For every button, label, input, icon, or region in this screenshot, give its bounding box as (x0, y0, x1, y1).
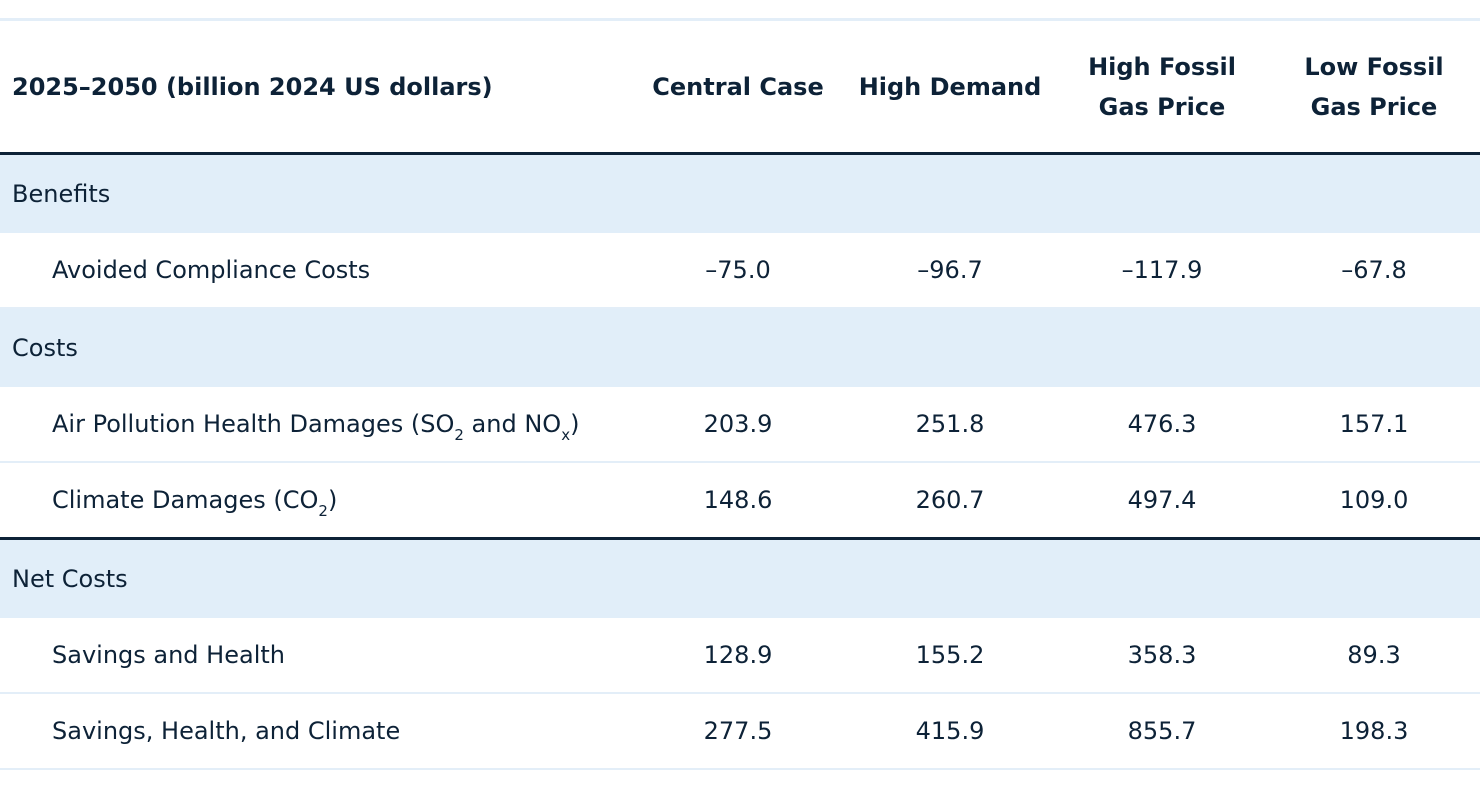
cell-value: 251.8 (844, 387, 1056, 463)
row-label: Savings, Health, and Climate (0, 693, 632, 770)
row-label: Climate Damages (CO2) (0, 462, 632, 540)
label-text: Climate Damages (CO (52, 486, 319, 514)
table-container: 2025–2050 (billion 2024 US dollars) Centr… (0, 18, 1480, 770)
table-body: Benefits Avoided Compliance Costs –75.0 –96… (0, 153, 1480, 770)
data-row: Savings and Health 128.9 155.2 358.3 89.3 (0, 618, 1480, 694)
section-title: Costs (0, 308, 1480, 387)
column-header: High Demand (844, 21, 1056, 155)
header-row: 2025–2050 (billion 2024 US dollars) Centr… (0, 21, 1480, 155)
row-label: Air Pollution Health Damages (SO2 and NO… (0, 387, 632, 463)
data-row: Climate Damages (CO2) 148.6 260.7 497.4 109.… (0, 462, 1480, 540)
label-text: ) (327, 486, 338, 514)
label-text: Air Pollution Health Damages (SO (52, 410, 455, 438)
cost-table: 2025–2050 (billion 2024 US dollars) Centr… (0, 21, 1480, 770)
cell-value: –117.9 (1056, 233, 1268, 309)
data-row: Avoided Compliance Costs –75.0 –96.7 –117.9… (0, 233, 1480, 309)
cell-value: 155.2 (844, 618, 1056, 694)
cell-value: –75.0 (632, 233, 844, 309)
cell-value: 128.9 (632, 618, 844, 694)
cell-value: 260.7 (844, 462, 1056, 540)
cell-value: 157.1 (1268, 387, 1480, 463)
cell-value: 198.3 (1268, 693, 1480, 770)
label-text: Savings and Health (52, 641, 285, 669)
cell-value: 497.4 (1056, 462, 1268, 540)
cell-value: 415.9 (844, 693, 1056, 770)
label-text: Savings, Health, and Climate (52, 717, 401, 745)
column-header: Central Case (632, 21, 844, 155)
table-header: 2025–2050 (billion 2024 US dollars) Centr… (0, 21, 1480, 155)
cell-value: 277.5 (632, 693, 844, 770)
cell-value: 855.7 (1056, 693, 1268, 770)
cell-value: –96.7 (844, 233, 1056, 309)
label-text: ) (570, 410, 580, 438)
column-header: High Fossil Gas Price (1056, 21, 1268, 155)
cell-value: 476.3 (1056, 387, 1268, 463)
section-row: Costs (0, 308, 1480, 387)
row-label: Avoided Compliance Costs (0, 233, 632, 309)
subscript: x (561, 426, 571, 444)
section-row: Net Costs (0, 538, 1480, 618)
subscript: 2 (454, 426, 464, 444)
cell-value: 148.6 (632, 462, 844, 540)
cell-value: 203.9 (632, 387, 844, 463)
cell-value: 109.0 (1268, 462, 1480, 540)
label-text: Avoided Compliance Costs (52, 256, 371, 284)
data-row: Savings, Health, and Climate 277.5 415.9 85… (0, 693, 1480, 770)
cell-value: –67.8 (1268, 233, 1480, 309)
cell-value: 358.3 (1056, 618, 1268, 694)
column-header: 2025–2050 (billion 2024 US dollars) (0, 21, 632, 155)
cell-value: 89.3 (1268, 618, 1480, 694)
label-text: and NO (463, 410, 562, 438)
data-row: Air Pollution Health Damages (SO2 and NO… (0, 387, 1480, 463)
subscript: 2 (318, 502, 328, 520)
section-row: Benefits (0, 153, 1480, 233)
row-label: Savings and Health (0, 618, 632, 694)
column-header: Low Fossil Gas Price (1268, 21, 1480, 155)
section-title: Benefits (0, 153, 1480, 233)
section-title: Net Costs (0, 538, 1480, 618)
